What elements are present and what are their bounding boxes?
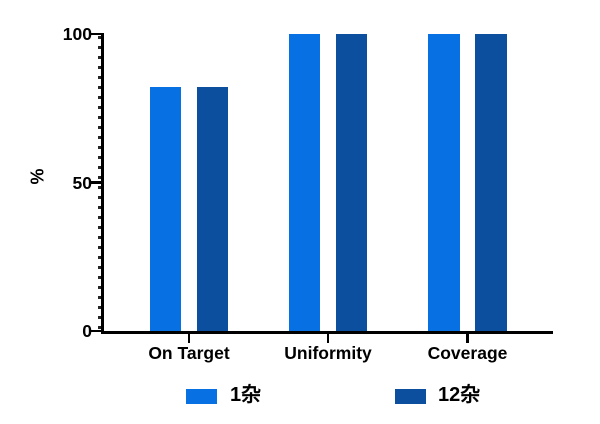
bar-on-target-series2: [196, 87, 229, 331]
y-tick-label: 100: [62, 24, 92, 44]
bar-on-target-series1: [149, 87, 182, 331]
bar-coverage-series1: [428, 34, 460, 331]
bar-uniformity-series2: [335, 34, 368, 331]
bar-coverage-series2: [475, 34, 507, 331]
y-tick-mark: [90, 32, 101, 36]
y-tick-mark: [90, 329, 101, 333]
y-tick-mark: [90, 181, 101, 184]
legend-label-series2: 12杂: [438, 384, 481, 406]
x-axis-line: [101, 331, 553, 334]
x-tick-mark: [187, 333, 191, 343]
y-axis-line: [101, 33, 104, 333]
legend-swatch-series1: [186, 389, 217, 404]
x-tick-mark: [466, 333, 469, 343]
x-tick-mark: [326, 333, 330, 343]
bar-uniformity-series1: [288, 34, 321, 331]
x-tick-label-on-target: On Target: [148, 343, 230, 363]
y-tick-label: 50: [72, 172, 92, 193]
x-tick-label-coverage: Coverage: [427, 343, 508, 363]
legend-label-series1: 1杂: [230, 384, 262, 406]
x-tick-label-uniformity: Uniformity: [284, 343, 372, 363]
legend-swatch-series2: [395, 389, 426, 404]
y-tick-label: 0: [82, 321, 92, 341]
